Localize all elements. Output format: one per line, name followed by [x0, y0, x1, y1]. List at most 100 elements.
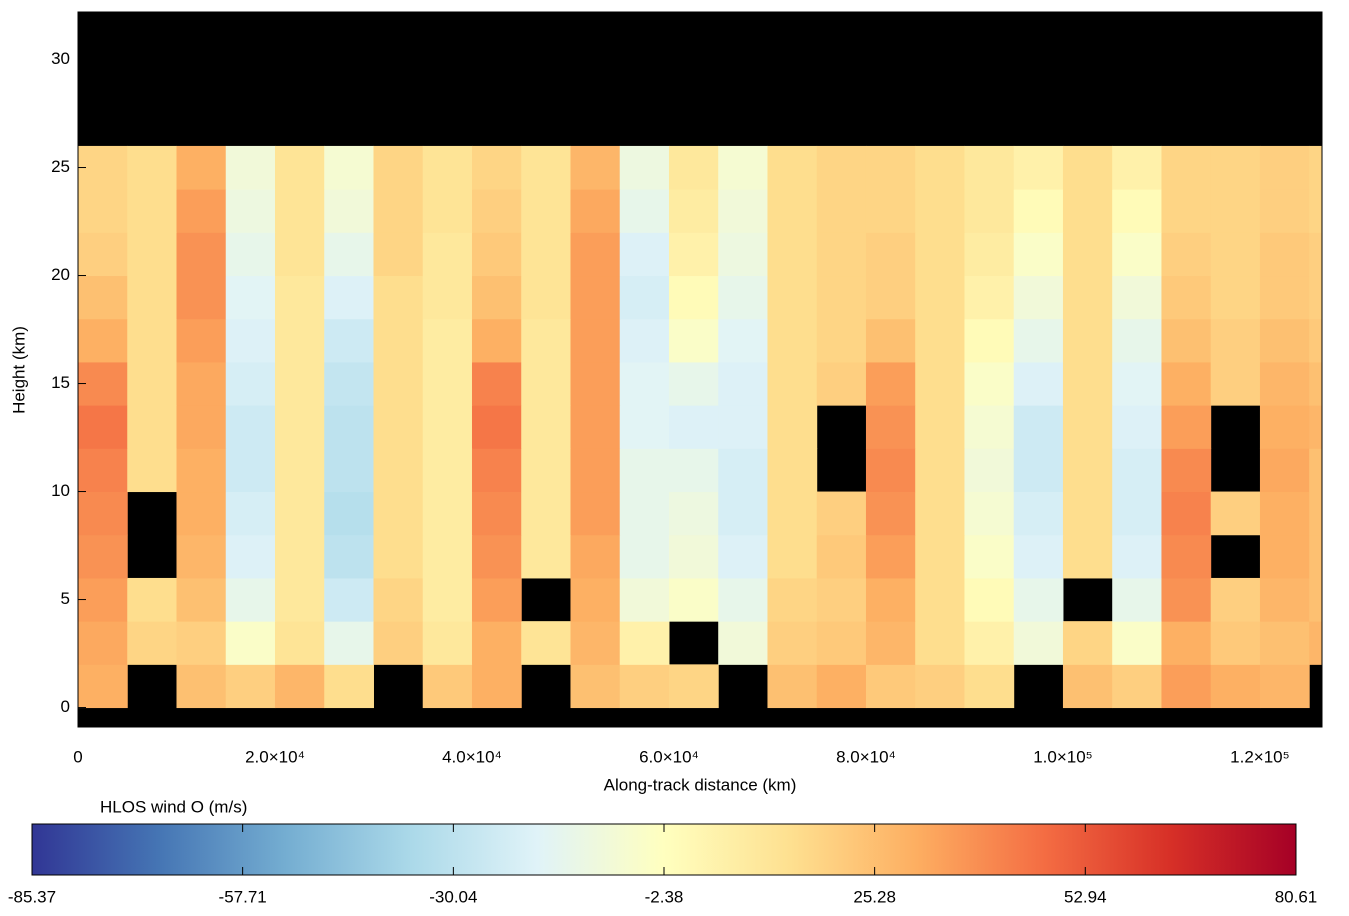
heat-cell	[1112, 361, 1162, 406]
heat-cell	[225, 361, 276, 406]
heat-cell	[373, 405, 424, 449]
heat-cell	[1112, 189, 1162, 233]
heat-cell	[570, 405, 621, 449]
heat-cell	[964, 621, 1015, 665]
heat-cell	[718, 621, 768, 665]
heat-cell	[668, 405, 719, 449]
heat-cell	[521, 361, 571, 406]
heat-cell	[668, 664, 719, 709]
heat-cell	[521, 275, 571, 320]
heat-cell	[78, 189, 128, 233]
heat-cell	[1062, 621, 1113, 665]
heat-cell	[1013, 621, 1064, 665]
heat-cell	[619, 405, 670, 449]
heat-cell	[521, 318, 571, 363]
heat-cell	[865, 189, 916, 233]
heat-cell	[324, 232, 374, 277]
heat-cell	[1309, 405, 1323, 449]
heat-cell	[1013, 232, 1064, 277]
heat-cell	[471, 145, 522, 190]
heat-cell	[127, 448, 177, 493]
heat-cell	[1259, 534, 1310, 579]
heat-cell	[619, 491, 670, 536]
heat-cell	[1112, 534, 1162, 579]
heat-cell	[225, 534, 276, 579]
heat-cell	[274, 145, 325, 190]
heat-cell	[619, 577, 670, 622]
heat-cell	[767, 577, 818, 622]
y-tick-label: 0	[61, 697, 70, 716]
heat-cell	[1259, 491, 1310, 536]
heat-cell	[1013, 534, 1064, 579]
heat-cell	[471, 405, 522, 449]
heat-cell	[718, 275, 768, 320]
heat-cell	[1161, 145, 1212, 190]
heat-cell	[225, 145, 276, 190]
heat-cell	[1062, 189, 1113, 233]
heat-cell	[1259, 361, 1310, 406]
heat-cell	[1259, 448, 1310, 493]
heat-cell	[176, 189, 227, 233]
heat-cell	[1210, 145, 1261, 190]
heat-cell	[619, 621, 670, 665]
heat-cell	[176, 491, 227, 536]
heat-cell	[816, 145, 867, 190]
heat-cell	[570, 448, 621, 493]
heat-cell	[1309, 232, 1323, 277]
heat-cell	[718, 232, 768, 277]
heat-cell	[964, 577, 1015, 622]
heat-cell	[668, 448, 719, 493]
heat-cell	[668, 361, 719, 406]
heat-cell	[324, 577, 374, 622]
heat-cell	[816, 621, 867, 665]
heat-cell	[471, 275, 522, 320]
heat-cell	[718, 405, 768, 449]
heat-cell	[225, 577, 276, 622]
heat-cell	[373, 145, 424, 190]
heat-cell	[1259, 232, 1310, 277]
heat-cell	[373, 189, 424, 233]
heat-cell	[274, 448, 325, 493]
heat-cell	[373, 621, 424, 665]
heat-cell	[915, 318, 965, 363]
heat-cell	[619, 275, 670, 320]
heat-cell	[1013, 318, 1064, 363]
y-tick-label: 15	[51, 373, 70, 392]
heat-cell	[1259, 621, 1310, 665]
heat-cell	[964, 448, 1015, 493]
heat-cell	[176, 621, 227, 665]
heat-cell	[422, 189, 473, 233]
heat-cell	[865, 664, 916, 709]
heat-cell	[964, 361, 1015, 406]
heat-cell	[1112, 405, 1162, 449]
heat-cell	[1210, 621, 1261, 665]
heat-cell	[668, 189, 719, 233]
heat-cell	[422, 448, 473, 493]
heat-cell	[767, 275, 818, 320]
heat-cell	[668, 145, 719, 190]
heat-cell	[915, 448, 965, 493]
heat-cell	[521, 405, 571, 449]
heat-cell	[274, 621, 325, 665]
heat-cell	[1161, 448, 1212, 493]
heat-cell	[1309, 275, 1323, 320]
heat-cell	[127, 621, 177, 665]
y-axis-title: Height (km)	[9, 326, 28, 414]
heat-cell	[373, 534, 424, 579]
heat-cell	[767, 621, 818, 665]
heat-cell	[915, 275, 965, 320]
colorbar-tick-label: 52.94	[1064, 887, 1107, 906]
heat-cell	[865, 534, 916, 579]
x-axis-title: Along-track distance (km)	[604, 775, 797, 794]
heat-cell	[1062, 145, 1113, 190]
heat-cell	[1112, 621, 1162, 665]
heat-cell	[176, 448, 227, 493]
heat-cell	[1062, 232, 1113, 277]
heat-cell	[422, 664, 473, 709]
heat-cell	[1161, 232, 1212, 277]
heat-cell	[521, 621, 571, 665]
heat-cell	[570, 318, 621, 363]
heat-cell	[1062, 448, 1113, 493]
heat-cell	[767, 534, 818, 579]
